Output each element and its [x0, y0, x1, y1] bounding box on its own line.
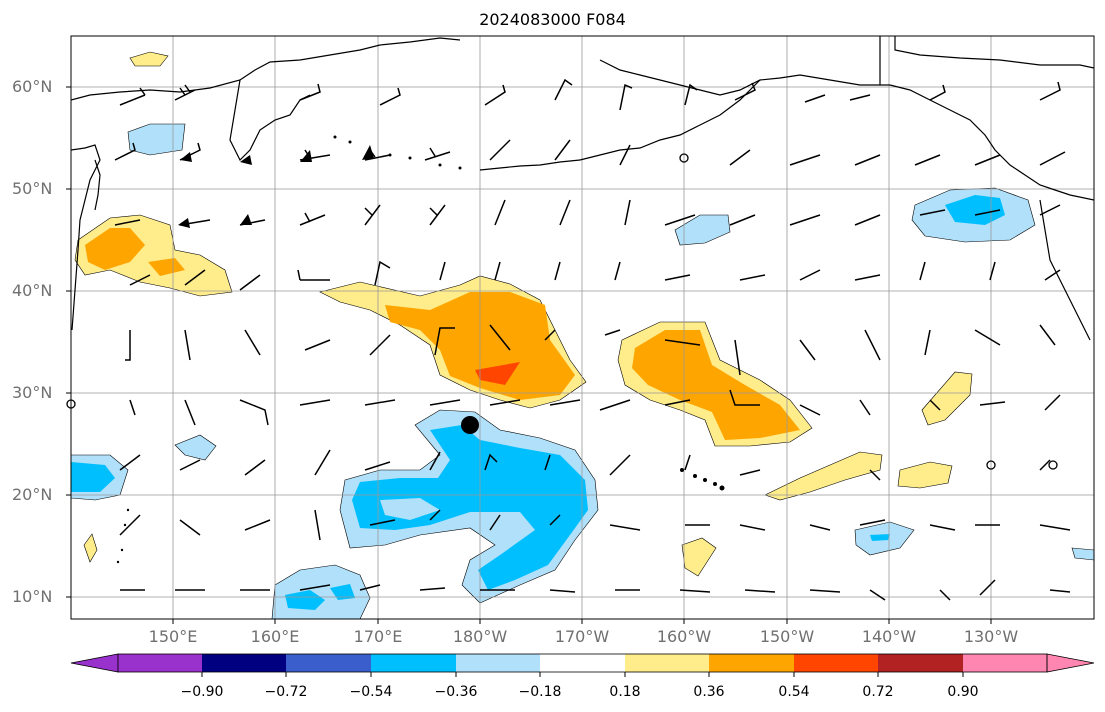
colorbar-tick-label: −0.72 — [264, 684, 308, 700]
anomaly-fill — [85, 228, 145, 270]
colorbar-tick-label: 0.18 — [609, 684, 641, 700]
lon-label-170e: 170°E — [353, 627, 403, 646]
field-fills — [71, 51, 1094, 619]
lat-label-50n: 50°N — [12, 179, 53, 198]
lon-label-140w: 140°W — [861, 627, 917, 646]
anomaly-fill — [674, 214, 731, 246]
colorbar-tick-label: −0.36 — [434, 684, 478, 700]
colorbar-extend-low — [70, 653, 119, 673]
coastlines — [71, 36, 1094, 341]
colorbar-tick-label: 0.72 — [862, 684, 894, 700]
wind-barbs — [114, 78, 1071, 601]
anomaly-fill — [271, 564, 371, 619]
anomaly-fill — [380, 498, 440, 520]
lon-label-160e: 160°E — [250, 627, 300, 646]
colorbar — [70, 653, 1095, 677]
anomaly-fill — [475, 362, 520, 385]
lon-label-130w: 130°W — [963, 627, 1019, 646]
anomaly-fill — [945, 195, 1005, 225]
lat-label-20n: 20°N — [12, 485, 53, 504]
lon-label-150w: 150°W — [759, 627, 815, 646]
lat-label-40n: 40°N — [12, 281, 53, 300]
anomaly-fill — [127, 123, 186, 156]
anomaly-fill — [352, 425, 588, 590]
colorbar-tick-label: −0.18 — [518, 684, 562, 700]
colorbar-extend-high — [1046, 653, 1095, 673]
anomaly-fill — [129, 51, 169, 67]
calm-circles — [66, 153, 1058, 470]
lat-label-10n: 10°N — [12, 587, 53, 606]
lon-label-170w: 170°W — [554, 627, 610, 646]
anomaly-fill — [632, 330, 800, 440]
map-title: 2024083000 F084 — [479, 10, 626, 29]
anomaly-fill — [174, 434, 217, 461]
anomaly-fill — [764, 451, 883, 501]
colorbar-tick-label: −0.90 — [180, 684, 224, 700]
plot-frame — [70, 35, 1095, 620]
storm-position-dot — [461, 416, 479, 434]
anomaly-fill — [148, 258, 185, 276]
anomaly-fill — [1071, 547, 1094, 561]
gridlines — [71, 36, 1094, 619]
wind-barb-pennants — [178, 145, 374, 228]
anomaly-fill — [681, 537, 717, 577]
anomaly-fill — [897, 461, 953, 489]
anomaly-fill — [330, 584, 355, 600]
anomaly-fill — [83, 533, 98, 563]
lon-label-150e: 150°E — [148, 627, 198, 646]
colorbar-tick-label: 0.90 — [947, 684, 979, 700]
colorbar-tick-label: −0.54 — [349, 684, 393, 700]
colorbar-tick-label: 0.36 — [693, 684, 725, 700]
anomaly-fill — [870, 534, 890, 541]
anomaly-fill — [285, 590, 325, 610]
axis-ticks — [66, 86, 992, 624]
anomaly-fill — [921, 371, 973, 426]
colorbar-tick-label: 0.54 — [778, 684, 810, 700]
lat-label-30n: 30°N — [12, 383, 53, 402]
lon-label-160w: 160°W — [656, 627, 712, 646]
lon-label-180w: 180°W — [452, 627, 508, 646]
lat-label-60n: 60°N — [12, 77, 53, 96]
anomaly-fill — [71, 462, 115, 492]
